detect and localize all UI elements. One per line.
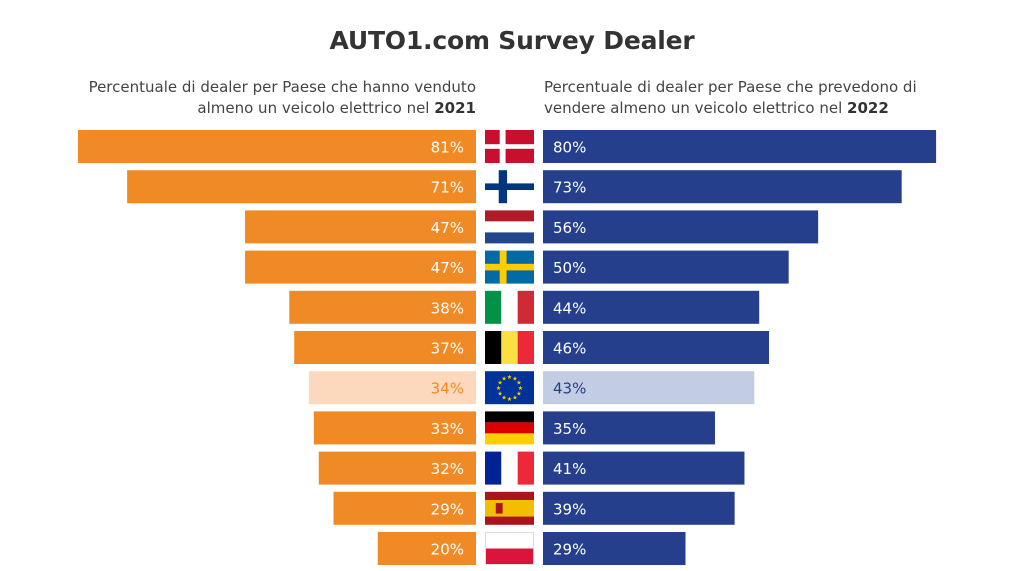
bar-right-label: 50%: [553, 259, 586, 277]
subtitle-left: Percentuale di dealer per Paese che hann…: [40, 77, 476, 119]
flag-poland-icon: [485, 532, 534, 565]
bar-right-label: 73%: [553, 179, 586, 197]
bar-right: [543, 371, 755, 405]
chart-title: AUTO1.com Survey Dealer: [329, 26, 695, 55]
bar-right: [543, 411, 715, 445]
flag-france-icon: [485, 451, 534, 485]
subtitle-right: Percentuale di dealer per Paese che prev…: [544, 77, 964, 119]
bar-right-label: 41%: [553, 460, 586, 478]
eu-star: ★: [501, 375, 506, 382]
eu-star: ★: [507, 374, 512, 381]
eu-star: ★: [512, 394, 517, 401]
flag-eu-icon: ★ ★★★★★★★★★★★: [485, 371, 534, 405]
subtitle-right-year: 2022: [847, 99, 889, 117]
subtitle-left-text: Percentuale di dealer per Paese che hann…: [88, 78, 476, 117]
subtitle-right-text: Percentuale di dealer per Paese che prev…: [544, 78, 917, 117]
bar-left: [333, 491, 476, 525]
bar-right: [543, 290, 760, 324]
eu-star: ★: [518, 385, 523, 392]
bar-right-label: 29%: [553, 541, 586, 559]
flag-germany-icon: [485, 411, 534, 445]
eu-star: ★: [516, 390, 521, 397]
eu-star: ★: [497, 379, 502, 386]
bar-right-label: 35%: [553, 420, 586, 438]
bar-left: [127, 170, 476, 204]
bar-left-label: 81%: [431, 139, 464, 157]
bar-right: [543, 210, 819, 244]
bar-right-label: 39%: [553, 500, 586, 518]
bar-left: [313, 411, 476, 445]
flag-spain-icon: [485, 491, 534, 525]
eu-star: ★: [512, 375, 517, 382]
bar-right: [543, 451, 745, 485]
subtitle-left-year: 2021: [434, 99, 476, 117]
flag-belgium-icon: [485, 331, 534, 364]
bar-right-label: 44%: [553, 299, 586, 317]
bar-left-label: 34%: [431, 380, 464, 398]
bar-right-label: 80%: [553, 139, 586, 157]
bar-left: [245, 210, 476, 244]
bar-right: [543, 130, 937, 163]
eu-star: ★: [497, 390, 502, 397]
eu-star: ★: [507, 396, 512, 403]
eu-star: ★: [501, 394, 506, 401]
bar-right-label: 43%: [553, 380, 586, 398]
flag-sweden-icon: [485, 250, 534, 284]
bar-right-label: 56%: [553, 219, 586, 237]
bar-left: [318, 451, 476, 485]
bar-right: [543, 170, 902, 204]
bar-left-label: 47%: [431, 259, 464, 277]
bar-left-label: 29%: [431, 500, 464, 518]
bar-left: [294, 331, 476, 364]
bar-left-label: 38%: [431, 299, 464, 317]
bar-right-label: 46%: [553, 340, 586, 358]
bar-left-label: 37%: [431, 340, 464, 358]
eu-star: ★: [496, 385, 501, 392]
bar-left-label: 20%: [431, 541, 464, 559]
flag-netherlands-icon: [485, 210, 534, 244]
bar-left: [377, 532, 476, 565]
bar-right: [543, 532, 686, 565]
bar-left-label: 33%: [431, 420, 464, 438]
bar-right: [543, 491, 735, 525]
flag-finland-icon: [485, 170, 534, 204]
bar-left-label: 71%: [431, 179, 464, 197]
bar-left: [289, 290, 476, 324]
bar-right: [543, 250, 789, 284]
bar-left: [245, 250, 476, 284]
eu-star: ★: [516, 379, 521, 386]
bar-right: [543, 331, 770, 364]
bar-left: [308, 371, 476, 405]
bar-left-label: 32%: [431, 460, 464, 478]
flag-italy-icon: [485, 290, 534, 324]
flag-denmark-icon: [485, 130, 534, 163]
bar-left-label: 47%: [431, 219, 464, 237]
bar-left: [78, 130, 476, 163]
